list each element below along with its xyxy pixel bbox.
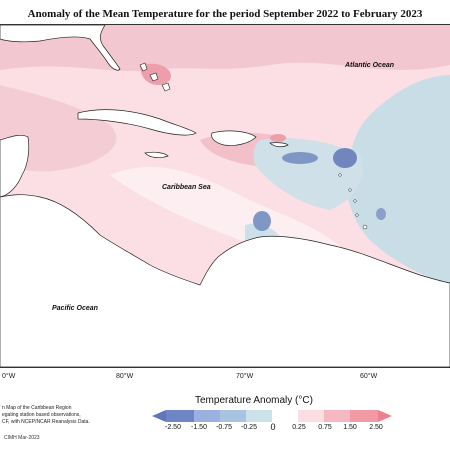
land-hispaniola (211, 130, 257, 146)
land-yucatan (0, 135, 30, 198)
warm-anomaly-gulf (0, 85, 117, 172)
legend-seg-2 (194, 410, 220, 422)
land-antilles-4 (355, 213, 359, 217)
legend-tick-3: -0.75 (216, 424, 232, 431)
legend-color-bar (152, 410, 392, 422)
land-bahamas-1 (139, 62, 148, 72)
warm-core-hispaniola (270, 134, 286, 142)
cool-anomaly-atlantic (346, 75, 450, 285)
land-antilles-1 (338, 173, 342, 177)
legend-tick-6: 0.25 (292, 424, 306, 431)
land-bahamas-2 (149, 72, 159, 82)
longitude-tick-60w: 60°W (360, 373, 378, 380)
legend-seg-8 (350, 410, 378, 422)
land-jamaica (144, 151, 169, 159)
pacific-ocean-label: Pacific Ocean (52, 305, 98, 312)
legend-tick-9: 2.50 (369, 424, 383, 431)
map-title: Anomaly of the Mean Temperature for the … (27, 8, 423, 20)
note-line-3: CF, with NCEP/NCAR Reanalysis Data. (2, 419, 90, 425)
legend-tick-8: 1.50 (343, 424, 357, 431)
anomaly-map-svg (0, 25, 450, 367)
legend-arrow-low (152, 410, 166, 422)
note-line-1: n Map of the Caribbean Region (2, 405, 72, 411)
cold-core-3 (253, 211, 271, 231)
cold-core-1 (282, 152, 318, 164)
legend-tick-5: 0 (270, 422, 276, 432)
land-north-america (0, 25, 121, 71)
legend-seg-5 (272, 410, 298, 422)
cold-core-4 (376, 208, 386, 220)
caribbean-sea-label: Caribbean Sea (162, 184, 211, 191)
credit-text: CIMH Mar-2023 (4, 435, 40, 441)
atlantic-ocean-label: Atlantic Ocean (345, 62, 395, 69)
weak-anomaly-band (110, 166, 350, 260)
legend-seg-7 (324, 410, 350, 422)
legend-title: Temperature Anomaly (°C) (195, 395, 313, 406)
land-bahamas-3 (161, 82, 171, 92)
legend-seg-6 (298, 410, 324, 422)
legend-arrow-high (378, 410, 392, 422)
land-antilles-2 (348, 188, 352, 192)
anomaly-map (0, 24, 450, 368)
longitude-tick-70w: 70°W (236, 373, 254, 380)
cold-core-2 (333, 148, 357, 168)
legend-tick-2: -1.50 (191, 424, 207, 431)
land-antilles-3 (353, 199, 357, 203)
note-line-2: egating station based observations, (2, 412, 81, 418)
land-trinidad (362, 224, 368, 230)
legend-tick-4: -0.25 (241, 424, 257, 431)
longitude-tick-80w: 80°W (116, 373, 134, 380)
longitude-tick-partial: 0°W (2, 373, 16, 380)
land-cuba (77, 109, 197, 136)
legend-seg-3 (220, 410, 246, 422)
land-central-south-america (0, 194, 450, 367)
legend-tick-1: -2.50 (165, 424, 181, 431)
legend-seg-1 (166, 410, 194, 422)
legend-tick-7: 0.75 (318, 424, 332, 431)
legend-seg-4 (246, 410, 272, 422)
land-puerto-rico (269, 142, 289, 148)
